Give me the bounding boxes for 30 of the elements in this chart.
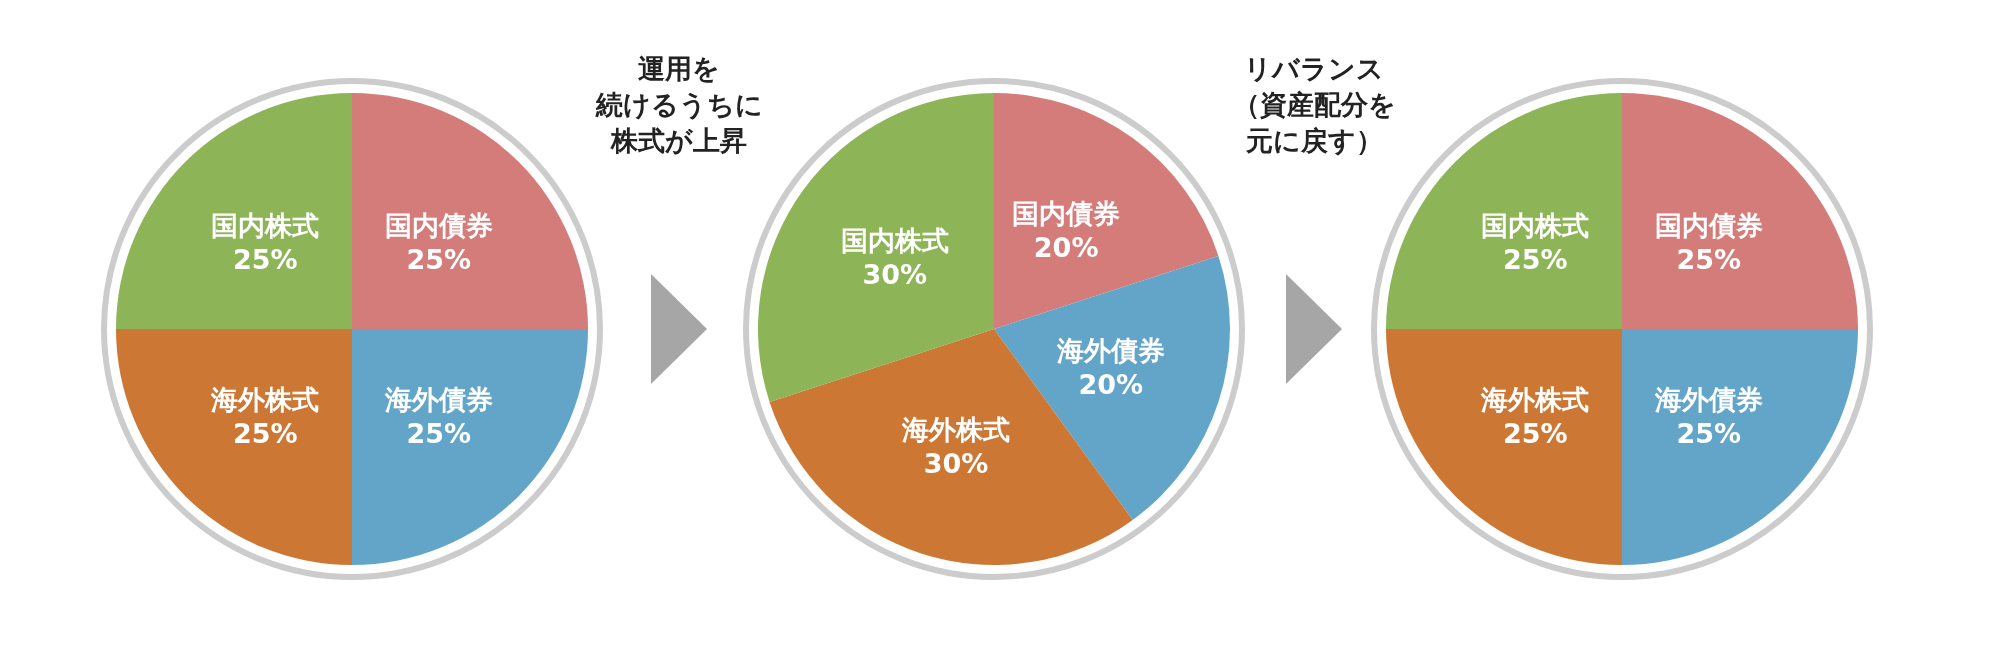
data-label: 20% <box>1033 231 1099 263</box>
data-label: 25% <box>232 244 298 276</box>
data-label: 25% <box>406 244 472 276</box>
slice-label: 海外債券 <box>1653 383 1763 415</box>
slice-label: 国内株式 <box>840 224 949 256</box>
data-label: 30% <box>862 258 928 290</box>
text: リバランス <box>1244 53 1384 84</box>
slice-label: 国内債券 <box>1654 210 1763 242</box>
text: 元に戻す） <box>1244 125 1383 156</box>
slice-label: 海外債券 <box>383 383 493 415</box>
slice-label: 国内株式 <box>211 210 320 242</box>
slice-label: 海外株式 <box>1480 383 1590 415</box>
slice-label: 海外株式 <box>210 383 320 415</box>
slice-label: 国内株式 <box>1481 210 1590 242</box>
slice-label: 海外債券 <box>1055 334 1165 366</box>
text: 続けるうちに <box>594 89 763 120</box>
data-label: 25% <box>1676 244 1742 276</box>
data-label: 25% <box>1502 244 1568 276</box>
text: 株式が上昇 <box>610 125 747 156</box>
slice-label: 国内債券 <box>384 210 493 242</box>
data-label: 30% <box>923 447 989 479</box>
data-label: 25% <box>1676 417 1742 449</box>
slice-label: 国内債券 <box>1012 197 1121 229</box>
text: （資産配分を <box>1232 89 1396 120</box>
slice-label: 海外株式 <box>901 413 1011 445</box>
data-label: 25% <box>406 417 472 449</box>
text: 運用を <box>638 53 720 84</box>
data-label: 20% <box>1078 368 1144 400</box>
data-label: 25% <box>1502 417 1568 449</box>
data-label: 25% <box>232 417 298 449</box>
